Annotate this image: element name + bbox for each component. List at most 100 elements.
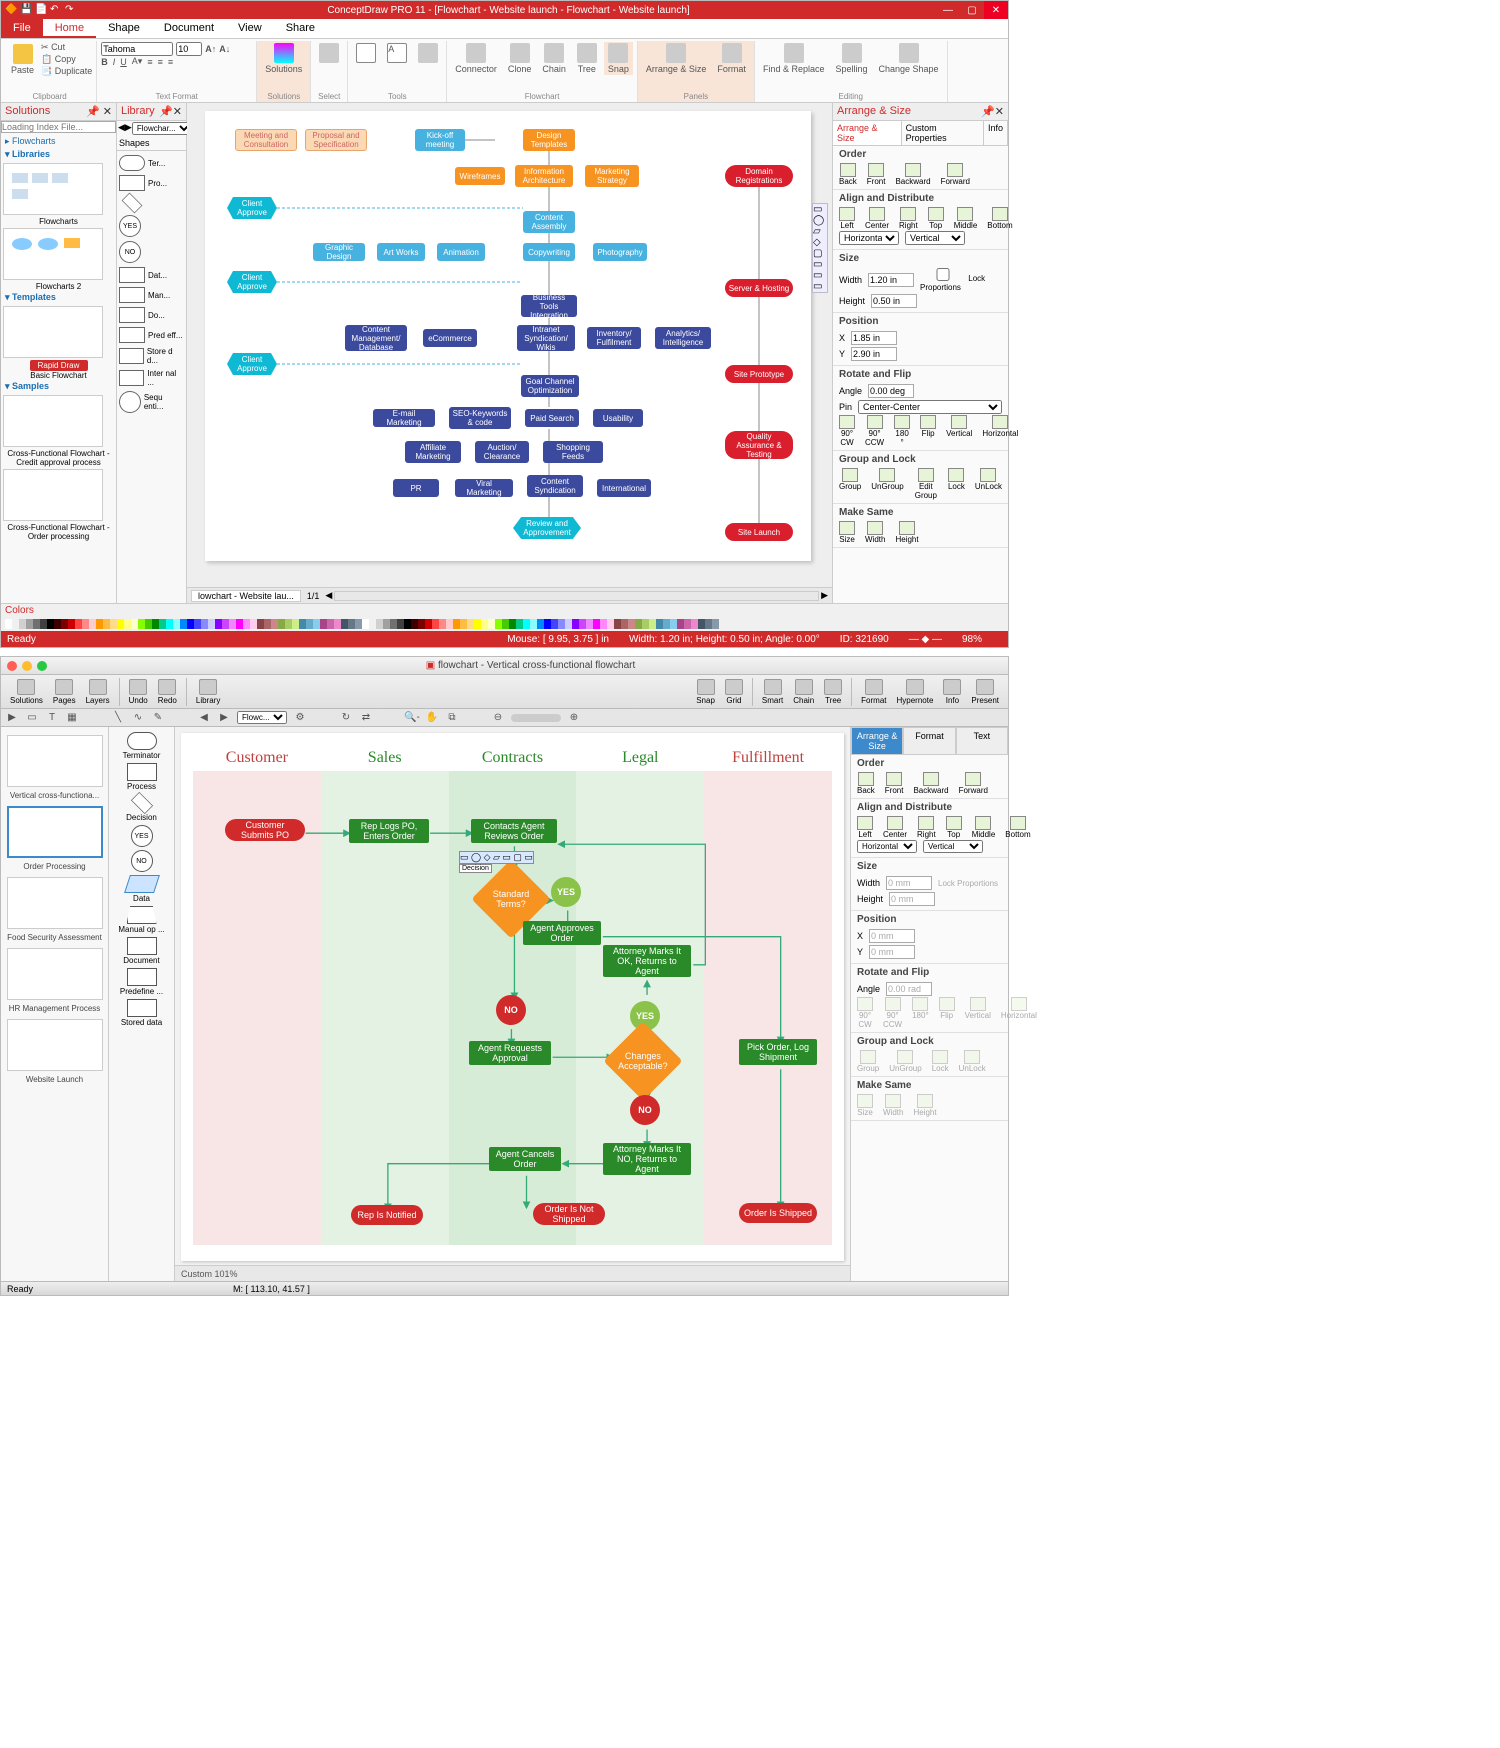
flow-node[interactable]: Agent Cancels Order [489,1147,561,1171]
spelling-button[interactable]: Spelling [831,42,871,75]
pointer-tool-icon[interactable]: ▶ [5,711,19,725]
color-swatch[interactable] [355,619,362,629]
color-swatch[interactable] [439,619,446,629]
panel-icon-button[interactable]: Vertical [946,415,972,447]
library-shape[interactable]: NO [111,850,172,872]
color-swatch[interactable] [33,619,40,629]
ribbon-tab-shape[interactable]: Shape [96,19,152,38]
color-swatch[interactable] [61,619,68,629]
pen-tool-icon[interactable]: ✎ [151,711,165,725]
copy-button[interactable]: 📋 Copy [41,54,92,65]
flow-node[interactable]: Quality Assurance & Testing [725,431,793,459]
color-swatch[interactable] [96,619,103,629]
color-swatch[interactable] [89,619,96,629]
change-shape-button[interactable]: Change Shape [875,42,943,75]
color-swatch[interactable] [103,619,110,629]
panel-icon-button[interactable]: Lock [932,1050,949,1073]
flow-node[interactable]: Paid Search [525,409,579,427]
panel-tab[interactable]: Custom Properties [902,121,984,145]
color-swatch[interactable] [257,619,264,629]
color-swatch[interactable] [26,619,33,629]
flow-node[interactable]: PR [393,479,439,497]
horiz-select[interactable]: Horizontal [857,840,917,853]
flow-node[interactable]: Design Templates [523,129,575,151]
paste-button[interactable]: Paste [7,43,38,76]
solutions-button[interactable]: Solutions [261,42,306,75]
color-swatch[interactable] [313,619,320,629]
template-thumb[interactable] [3,306,103,358]
color-swatch[interactable] [607,619,614,629]
save-icon[interactable]: 💾 [20,4,32,16]
flow-node[interactable]: Proposal and Specification [305,129,367,151]
flow-node[interactable]: Attorney Marks It NO, Returns to Agent [603,1143,691,1175]
connector-button[interactable]: Connector [451,42,501,75]
color-swatch[interactable] [698,619,705,629]
panel-icon-button[interactable]: Width [883,1094,903,1117]
flow-node[interactable]: Art Works [377,243,425,261]
sample-thumb[interactable] [3,469,103,521]
library-dropdown[interactable]: Flowc... [237,711,287,724]
curve-tool-icon[interactable]: ∿ [131,711,145,725]
pin-icon[interactable]: 📌✕ [159,105,182,118]
flow-node[interactable]: Client Approve [227,271,277,293]
panel-icon-button[interactable]: Forward [959,772,988,795]
library-shape[interactable]: Manual op ... [111,906,172,934]
zoom-slider[interactable] [511,714,561,722]
nav-fwd-icon[interactable]: ▶ [217,711,231,725]
flow-node[interactable]: Marketing Strategy [585,165,639,187]
color-swatch[interactable] [292,619,299,629]
color-swatch[interactable] [173,619,180,629]
solutions-search[interactable] [1,121,116,133]
color-swatch[interactable] [47,619,54,629]
zoom-in-icon[interactable]: ⊕ [567,711,581,725]
library-shape[interactable]: Process [111,763,172,791]
flow-node[interactable]: Shopping Feeds [543,441,603,463]
panel-icon-button[interactable]: Back [857,772,875,795]
align-left-icon[interactable]: ≡ [147,57,152,67]
flow-node[interactable]: Order Is Shipped [739,1203,817,1223]
library-shape[interactable]: Stored data [111,999,172,1027]
color-swatch[interactable] [614,619,621,629]
color-swatch[interactable] [670,619,677,629]
zoom-slider[interactable]: — ◆ — [909,634,942,645]
panel-icon-button[interactable]: 90° CW [839,415,855,447]
flow-node[interactable]: Customer Submits PO [225,819,305,841]
flow-node[interactable]: Photography [593,243,647,261]
flow-node[interactable]: Wireframes [455,167,505,185]
color-swatch[interactable] [579,619,586,629]
tree-templates[interactable]: ▾ Templates [3,291,114,304]
color-swatch[interactable] [712,619,719,629]
gear-icon[interactable]: ⚙ [293,711,307,725]
color-swatch[interactable] [488,619,495,629]
panel-icon-button[interactable]: Top [946,816,962,839]
color-swatch[interactable] [138,619,145,629]
tree-flowcharts[interactable]: ▸ Flowcharts [3,135,114,148]
panel-icon-button[interactable]: Middle [972,816,996,839]
library-shape[interactable]: Man... [119,285,184,305]
width-input[interactable] [868,273,914,287]
flow-node[interactable]: Review and Approvement [513,517,581,539]
panel-tab[interactable]: Text [956,727,1008,755]
panel-icon-button[interactable]: Height [895,521,918,544]
table-tool-icon[interactable]: ▦ [65,711,79,725]
canvas[interactable]: CustomerSalesContractsLegalFulfillment [175,727,850,1281]
panel-icon-button[interactable]: Center [865,207,889,230]
color-swatch[interactable] [551,619,558,629]
align-center-icon[interactable]: ≡ [158,57,163,67]
color-swatch[interactable] [194,619,201,629]
library-shape[interactable]: Pred eff... [119,325,184,345]
library-shape[interactable]: YES [111,825,172,847]
pin-icon[interactable]: 📌✕ [981,105,1004,118]
color-swatch[interactable] [187,619,194,629]
panel-icon-button[interactable]: Front [885,772,904,795]
flow-node[interactable]: Copywriting [523,243,575,261]
flow-node[interactable]: Graphic Design [313,243,365,261]
library-thumb[interactable] [3,228,103,280]
flow-node[interactable]: Server & Hosting [725,279,793,297]
height-input[interactable] [871,294,917,308]
sample-thumb[interactable] [7,735,103,787]
tree-libraries[interactable]: ▾ Libraries [3,148,114,161]
crop-tool-icon[interactable]: ⧉ [445,711,459,725]
color-swatch[interactable] [516,619,523,629]
flow-node[interactable]: Agent Requests Approval [469,1041,551,1065]
